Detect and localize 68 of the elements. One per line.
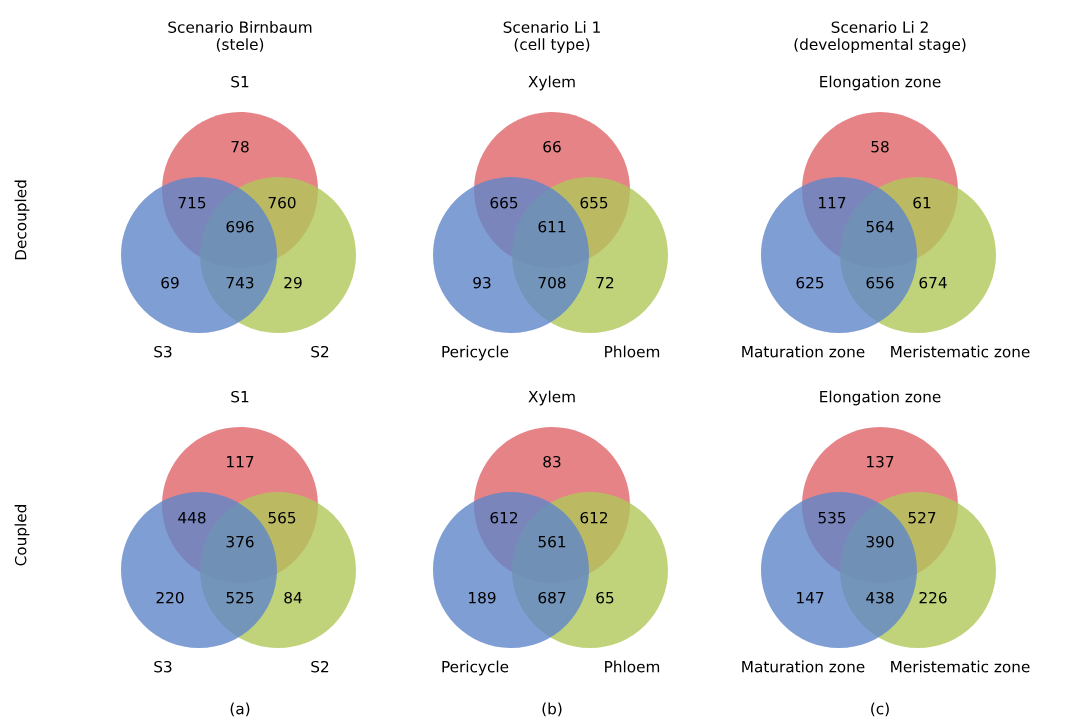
data-label: 72: [596, 276, 614, 289]
data-label: 448: [178, 511, 206, 524]
data-label: 83: [543, 455, 561, 468]
data-label: 376: [226, 535, 254, 548]
text: Decoupled: [14, 180, 30, 260]
text: Pericycle: [442, 345, 509, 361]
data-label: 93: [473, 276, 491, 289]
data-label: 708: [538, 276, 566, 289]
data-label: 226: [919, 591, 947, 604]
data-label: 760: [268, 196, 296, 209]
data-label: 58: [871, 140, 889, 153]
text: Phloem: [605, 660, 660, 673]
text: Maturation zone: [742, 660, 865, 673]
text: Phloem: [605, 345, 660, 358]
data-label: 220: [156, 591, 184, 604]
text: (b): [542, 702, 562, 717]
data-label: 612: [580, 511, 608, 524]
data-label: 687: [538, 591, 566, 604]
data-label: 535: [818, 511, 846, 524]
data-label: 715: [178, 197, 206, 209]
text: (c): [871, 702, 889, 717]
data-label: 438: [866, 591, 894, 604]
data-label: 78: [231, 140, 249, 153]
data-label: 137: [867, 455, 894, 468]
data-label: 696: [226, 220, 254, 233]
text: Xylem: [528, 390, 575, 406]
text: Scenario Birnbaum (stele): [168, 21, 312, 52]
data-label: 561: [538, 535, 566, 548]
text: Xylem: [528, 75, 575, 91]
text: S3: [154, 660, 172, 673]
data-label: 625: [796, 276, 824, 289]
text: Maturation zone: [742, 345, 865, 358]
data-label: 612: [490, 511, 518, 524]
text: Meristematic zone: [891, 660, 1030, 673]
data-label: 65: [596, 591, 614, 604]
data-label: 84: [284, 591, 302, 604]
data-label: 189: [469, 591, 496, 604]
data-label: 390: [866, 535, 894, 548]
text: Elongation zone: [820, 75, 941, 91]
data-label: 674: [919, 276, 947, 289]
text: Scenario Li 1 (cell type): [503, 21, 600, 53]
text: S1: [231, 390, 249, 403]
text: S3: [154, 345, 172, 358]
data-label: 655: [580, 196, 608, 209]
data-label: 61: [913, 196, 931, 209]
data-label: 564: [866, 220, 894, 233]
data-label: 147: [797, 592, 824, 604]
data-label: 117: [819, 197, 846, 209]
data-label: 527: [908, 511, 936, 524]
text: (a): [230, 702, 250, 717]
text: S2: [311, 345, 329, 358]
text: S2: [311, 660, 329, 673]
text: Pericycle: [442, 660, 509, 676]
text: Coupled: [14, 505, 30, 566]
data-label: 66: [543, 140, 561, 153]
data-label: 656: [866, 276, 894, 289]
data-label: 29: [284, 276, 302, 289]
text: Elongation zone: [820, 390, 941, 406]
data-label: 743: [226, 276, 254, 289]
data-label: 117: [227, 456, 254, 468]
data-label: 525: [226, 591, 254, 604]
data-label: 611: [538, 220, 566, 233]
text: S1: [231, 75, 249, 88]
text: Scenario Li 2 (developmental stage): [794, 21, 966, 53]
data-label: 69: [161, 276, 179, 289]
text: Meristematic zone: [891, 345, 1030, 358]
data-label: 565: [268, 511, 296, 524]
data-label: 665: [490, 196, 518, 209]
